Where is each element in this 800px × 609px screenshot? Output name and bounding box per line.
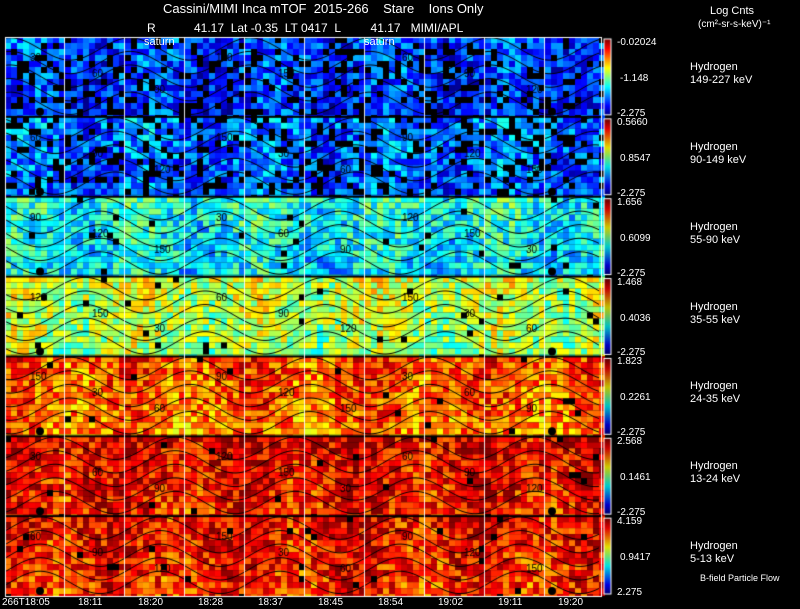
x-tick-label: 266T18:05 xyxy=(2,597,50,608)
b-field-annotation: B-field Particle Flow xyxy=(700,573,780,583)
colorbar-mid-label: 0.9417 xyxy=(620,552,651,564)
panel-species-label: Hydrogen xyxy=(690,460,738,473)
orbit-info: 41.17 Lat -0.35 LT 0417 L 41.17 MIMI/APL xyxy=(194,21,464,35)
x-tick-label: 18:28 xyxy=(198,597,224,608)
units-label-2: (cm²-sr-s-keV)⁻¹ xyxy=(698,19,771,30)
colorbar-min-label: -2.275 xyxy=(617,267,646,279)
colorbar-max-label: 1.823 xyxy=(617,356,643,368)
saturn-label-right: saturn xyxy=(364,36,395,48)
colorbar-max-label: 0.5660 xyxy=(617,116,648,128)
panel-energy-label: 5-13 keV xyxy=(690,553,735,566)
colorbar-max-label: 2.568 xyxy=(617,436,643,448)
colorbar-mid-label: 0.2261 xyxy=(620,392,651,404)
colorbar-max-label: 1.656 xyxy=(617,196,643,208)
saturn-label-left: saturn xyxy=(144,36,175,48)
colorbar-mid-label: 0.6099 xyxy=(620,232,651,244)
colorbar-min-label: 2.275 xyxy=(617,587,643,598)
panel-species-label: Hydrogen xyxy=(690,220,738,233)
colorbar-min-label: -2.275 xyxy=(617,107,646,119)
colorbar-mid-label: -1.148 xyxy=(620,72,649,84)
x-tick-label: 18:11 xyxy=(78,597,103,608)
x-tick-label: 18:54 xyxy=(378,597,404,608)
panel-energy-label: 149-227 keV xyxy=(690,73,753,86)
x-tick-label: 19:20 xyxy=(558,597,584,608)
panel-species-label: Hydrogen xyxy=(690,380,738,393)
panel-species-label: Hydrogen xyxy=(690,540,738,553)
x-tick-label: 19:11 xyxy=(498,597,523,608)
colorbar-max-label: 4.159 xyxy=(617,516,643,528)
r-label: R xyxy=(147,21,156,35)
panel-energy-label: 13-24 keV xyxy=(690,473,741,486)
panel-species-label: Hydrogen xyxy=(690,300,738,313)
x-tick-label: 19:02 xyxy=(438,597,464,608)
colorbar-mid-label: 0.1461 xyxy=(620,472,651,484)
x-tick-label: 18:45 xyxy=(318,597,344,608)
colorbar-mid-label: 0.8547 xyxy=(620,152,651,164)
x-tick-label: 18:20 xyxy=(138,597,164,608)
colorbar-min-label: -2.275 xyxy=(617,187,646,199)
colorbar-mid-label: 0.4036 xyxy=(620,312,651,324)
colorbar-max-label: 1.468 xyxy=(617,276,643,288)
units-label: Log Cnts xyxy=(710,5,755,17)
colorbar-min-label: -2.275 xyxy=(617,507,646,519)
colorbar-min-label: -2.275 xyxy=(617,347,646,359)
panel-species-label: Hydrogen xyxy=(690,60,738,73)
panel-energy-label: 24-35 keV xyxy=(690,393,741,406)
panel-energy-label: 90-149 keV xyxy=(690,153,747,166)
x-tick-label: 18:37 xyxy=(258,597,284,608)
colorbar-max-label: -0.02024 xyxy=(617,37,657,48)
panel-energy-label: 55-90 keV xyxy=(690,233,741,246)
panel-energy-label: 35-55 keV xyxy=(690,313,741,326)
chart-title: Cassini/MIMI Inca mTOF 2015-266 Stare Io… xyxy=(163,1,484,16)
colorbar-min-label: -2.275 xyxy=(617,427,646,439)
panel-species-label: Hydrogen xyxy=(690,140,738,153)
